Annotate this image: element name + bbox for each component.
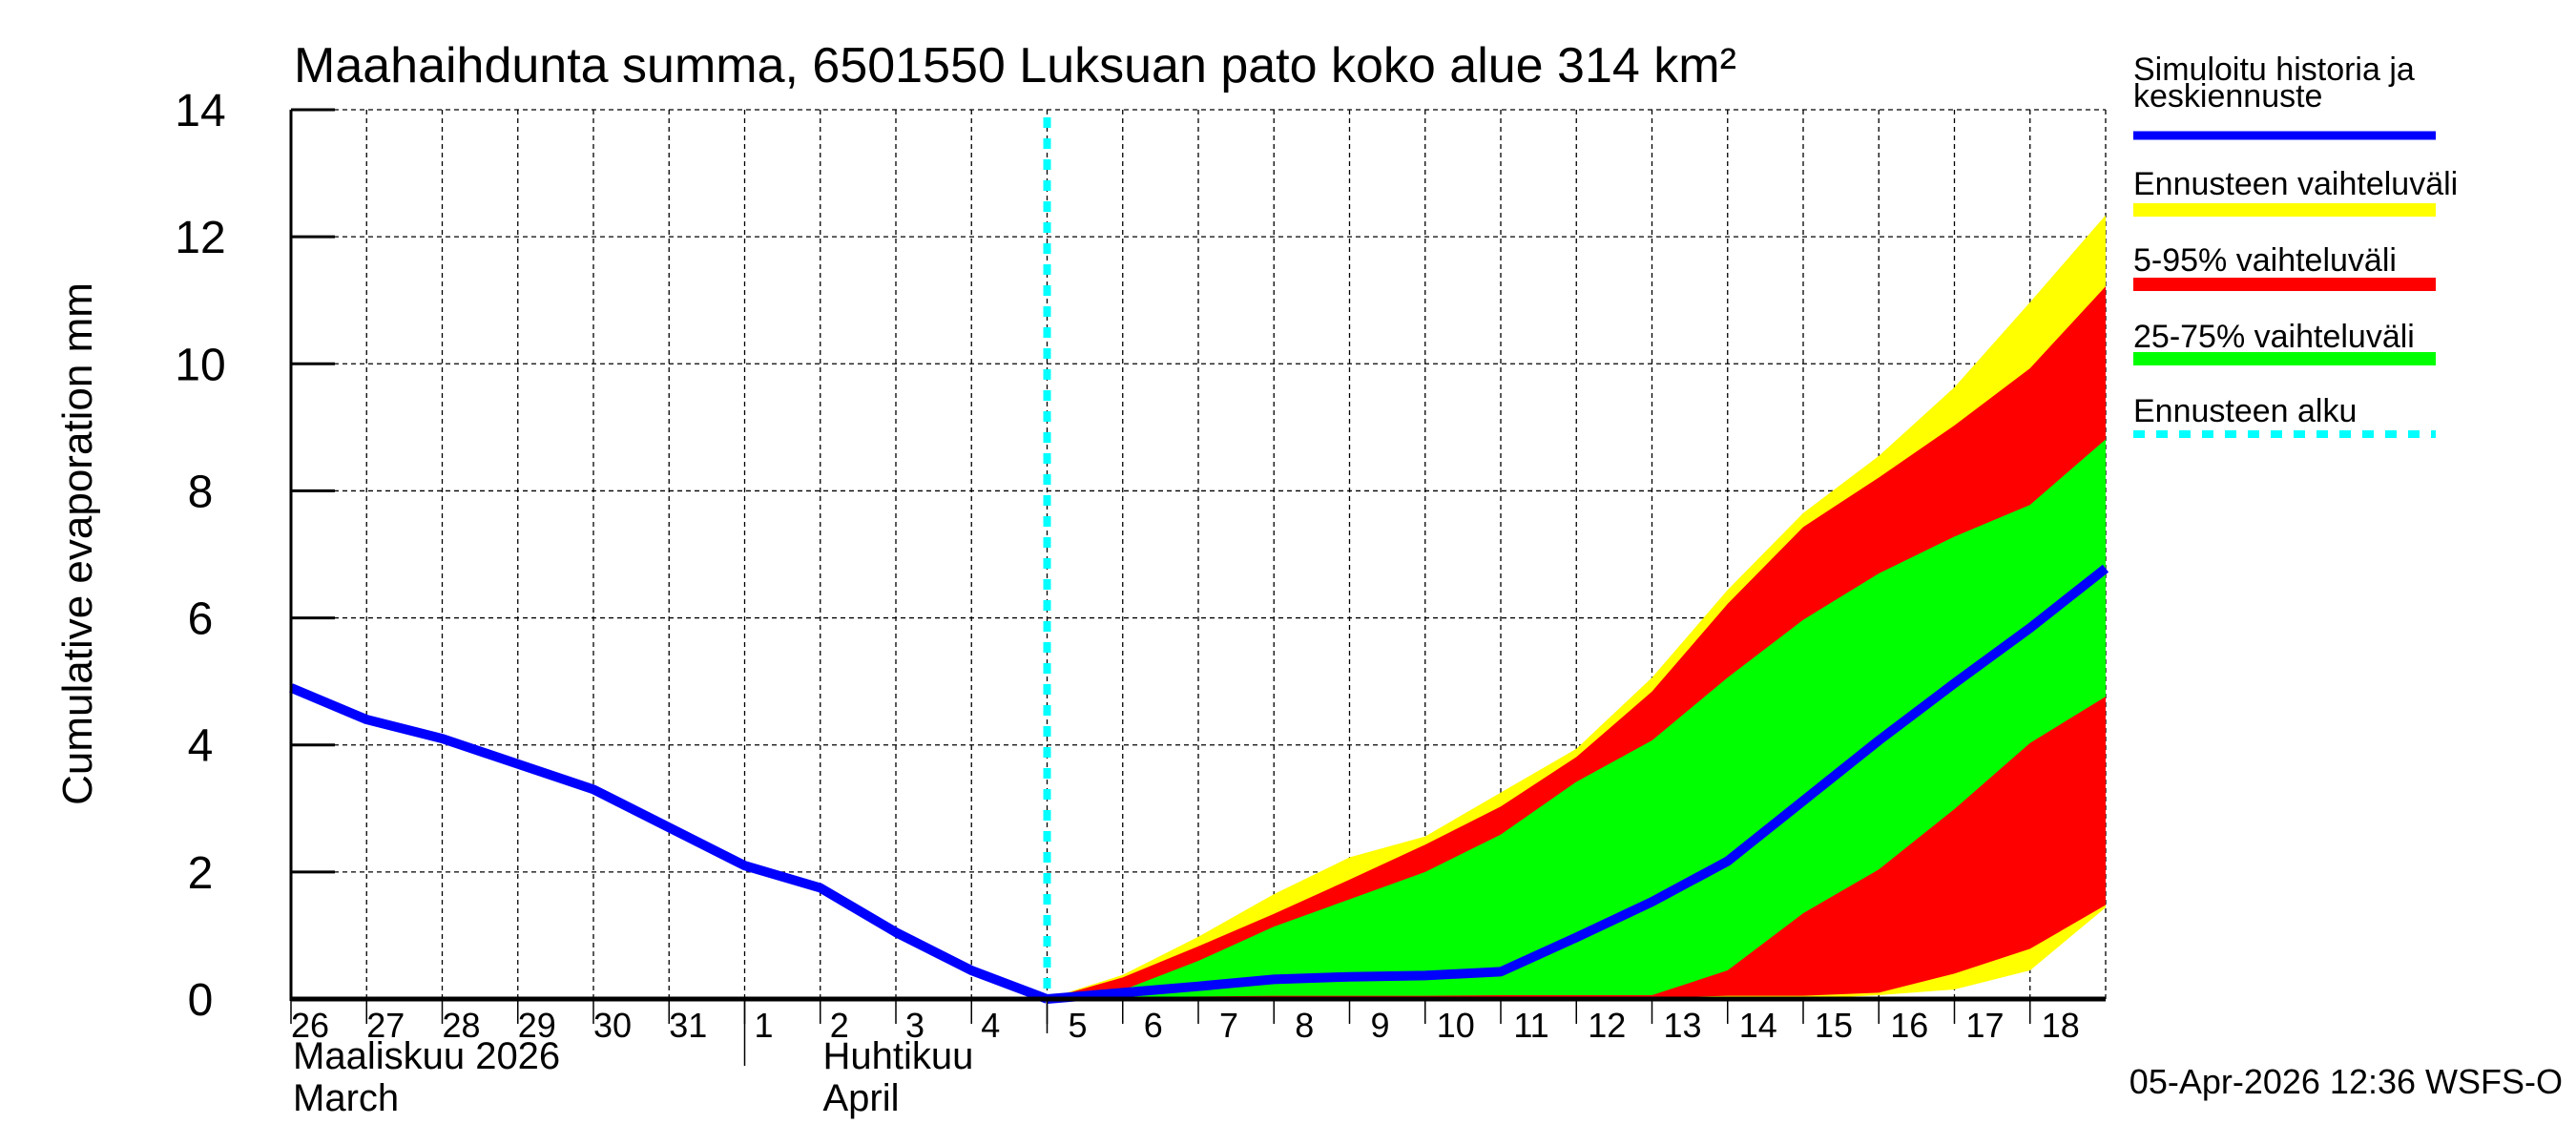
x-tick-label: 29 [518,1006,556,1045]
y-axis-label: Cumulative evaporation mm [54,282,101,805]
month-label-english: March [293,1077,399,1119]
x-tick-label: 12 [1588,1006,1626,1045]
history-line [289,683,1049,1004]
x-tick-label: 26 [291,1006,329,1045]
x-tick-label: 10 [1437,1006,1475,1045]
x-tick-label: 13 [1663,1006,1701,1045]
x-tick-label: 5 [1068,1006,1087,1045]
x-tick-label: 27 [366,1006,405,1045]
series-lines [289,117,2109,1004]
legend-label: 5-95% vaihteluväli [2133,242,2397,279]
y-tick-label: 6 [188,594,214,645]
legend-label: Simuloitu historia ja [2133,52,2415,88]
y-tick-label: 12 [175,213,225,263]
legend-label-line2: keskiennuste [2133,78,2322,114]
x-tick-label: 9 [1370,1006,1389,1045]
footer-timestamp: 05-Apr-2026 12:36 WSFS-O [2129,1062,2563,1101]
legend-label: Ennusteen alku [2133,393,2357,429]
y-tick-label: 4 [188,721,214,772]
x-tick-label: 15 [1815,1006,1853,1045]
month-label: Maaliskuu 2026 [293,1035,560,1077]
legend-label: 25-75% vaihteluväli [2133,319,2415,355]
y-tick-label: 0 [188,975,214,1026]
x-tick-label: 28 [442,1006,480,1045]
month-label-english: April [823,1077,900,1119]
forecast-bands [1047,215,2106,1000]
y-tick-label: 2 [188,848,214,899]
x-tick-label: 4 [981,1006,1000,1045]
x-tick-label: 2 [830,1006,849,1045]
x-tick-label: 1 [754,1006,773,1045]
y-tick-label: 8 [188,467,214,517]
y-tick-label: 10 [175,340,225,390]
x-tick-label: 18 [2042,1006,2080,1045]
x-tick-label: 31 [669,1006,707,1045]
band-25-75-vaihteluv-li [1047,439,2106,999]
y-tick-label: 14 [175,86,225,136]
x-tick-label: 3 [905,1006,924,1045]
x-tick-label: 17 [1965,1006,2004,1045]
x-tick-label: 7 [1219,1006,1238,1045]
x-tick-label: 8 [1295,1006,1314,1045]
x-tick-label: 30 [593,1006,632,1045]
chart-title: Maahaihdunta summa, 6501550 Luksuan pato… [294,38,1736,94]
x-tick-label: 14 [1739,1006,1777,1045]
x-tick-label: 6 [1144,1006,1163,1045]
median-forecast-line [1047,564,2109,1004]
legend-label: Ennusteen vaihteluväli [2133,166,2458,202]
x-tick-label: 16 [1890,1006,1928,1045]
x-tick-label: 11 [1513,1006,1548,1045]
month-label: Huhtikuu [823,1035,974,1077]
